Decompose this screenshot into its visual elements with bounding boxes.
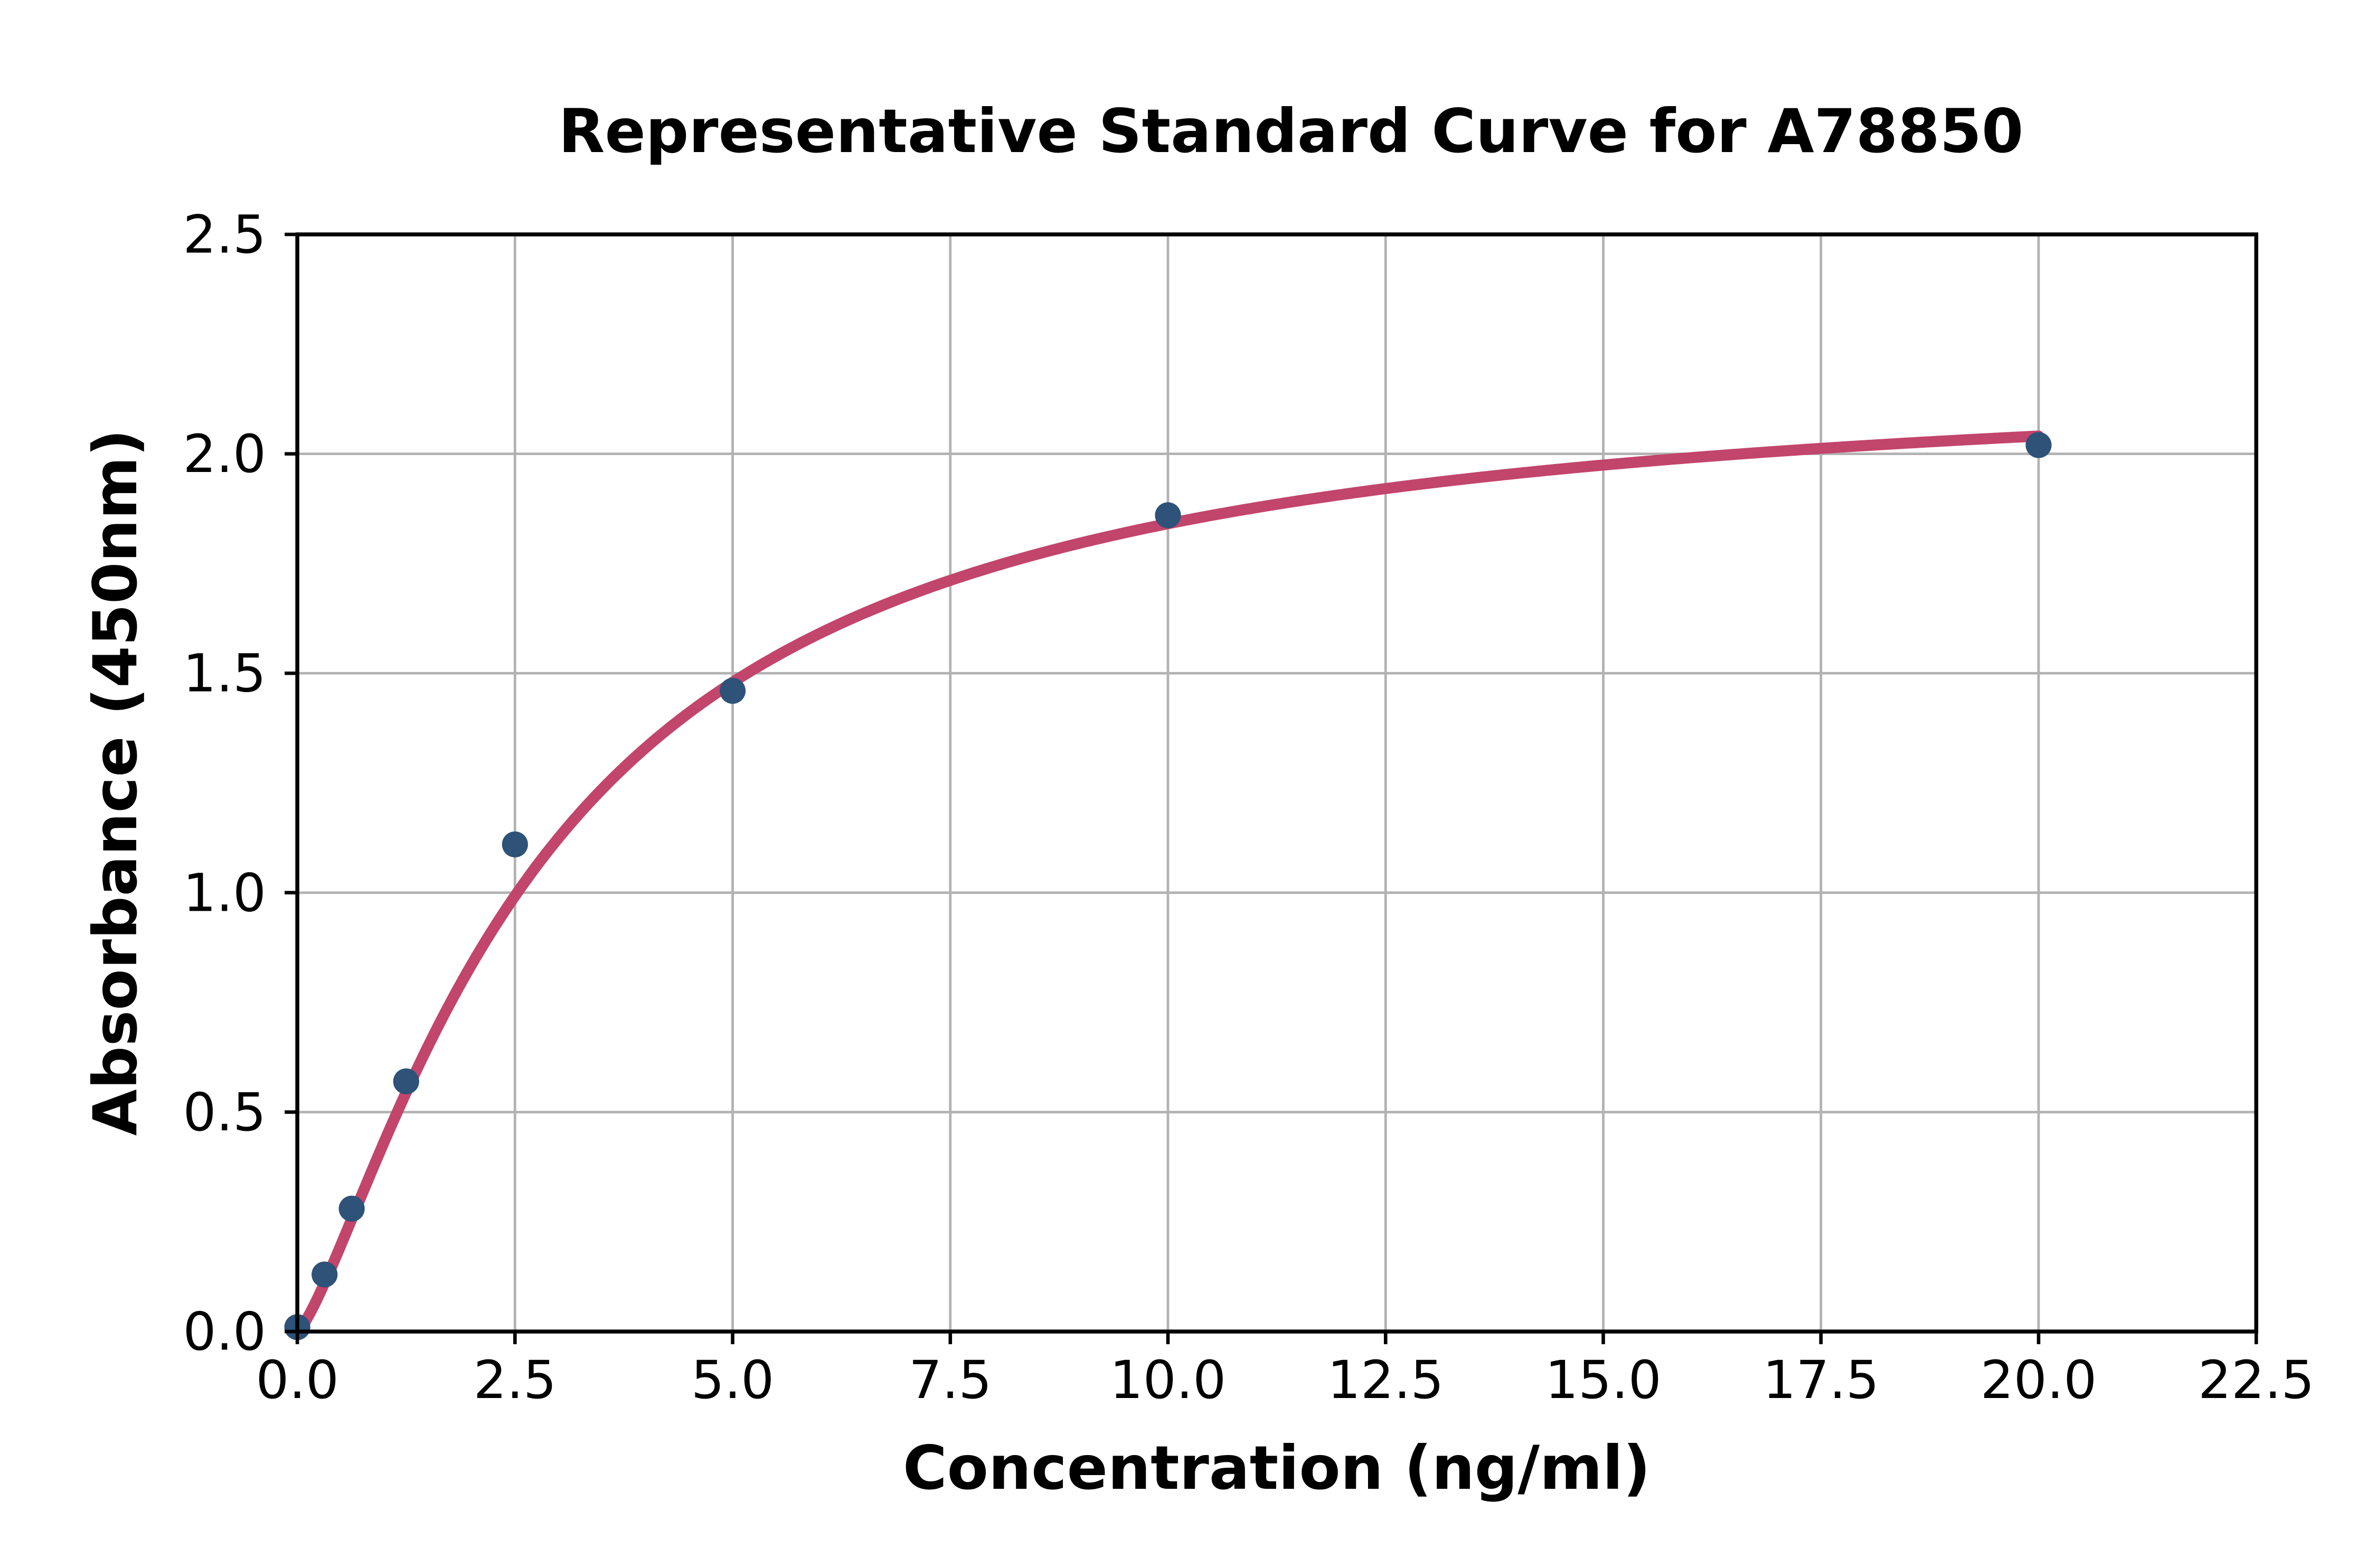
y-tick-label: 2.0 — [183, 424, 266, 485]
y-axis-label: Absorbance (450nm) — [80, 429, 150, 1136]
y-tick-label: 2.5 — [183, 205, 266, 266]
data-point — [393, 1068, 419, 1094]
tick-layer — [285, 232, 2258, 1345]
axes-frame-layer — [295, 232, 2258, 1334]
data-point — [1155, 502, 1181, 528]
data-point — [719, 677, 746, 704]
x-tick-label: 7.5 — [909, 1350, 992, 1411]
x-tick-label: 17.5 — [1763, 1350, 1879, 1411]
y-tick-label: 0.5 — [183, 1082, 266, 1143]
x-tick-label: 22.5 — [2198, 1350, 2314, 1411]
y-tick-label: 0.0 — [183, 1302, 266, 1363]
data-point — [502, 831, 528, 858]
x-axis-label: Concentration (ng/ml) — [903, 1433, 1651, 1503]
data-point — [2025, 432, 2052, 458]
x-tick-label: 20.0 — [1981, 1350, 2097, 1411]
series-layer — [284, 430, 2052, 1340]
x-tick-label: 15.0 — [1545, 1350, 1661, 1411]
x-tick-label: 12.5 — [1327, 1350, 1444, 1411]
chart-title: Representative Standard Curve for A78850 — [559, 96, 2024, 166]
data-point — [312, 1261, 338, 1288]
gridline-layer — [297, 233, 2258, 1332]
x-tick-label: 5.0 — [691, 1350, 774, 1411]
axes-frame — [295, 232, 2258, 1334]
x-tick-label: 10.0 — [1110, 1350, 1226, 1411]
x-tick-label: 0.0 — [256, 1350, 338, 1411]
x-tick-label: 2.5 — [474, 1350, 557, 1411]
y-tick-label: 1.0 — [183, 863, 266, 923]
y-tick-label: 1.5 — [183, 644, 266, 704]
data-point — [338, 1195, 365, 1222]
tick-label-layer: 0.0 2.5 5.0 7.5 10.0 12.5 15.0 17.5 20.0 22.5 0.0 0… — [183, 205, 2315, 1411]
